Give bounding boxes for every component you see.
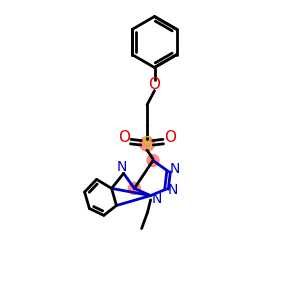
Text: O: O xyxy=(148,77,160,92)
Text: O: O xyxy=(118,130,130,146)
Text: N: N xyxy=(170,162,180,176)
Text: O: O xyxy=(164,130,176,146)
Circle shape xyxy=(140,137,154,151)
Circle shape xyxy=(128,182,140,194)
Text: S: S xyxy=(142,135,152,153)
Text: N: N xyxy=(168,184,178,197)
Text: N: N xyxy=(117,160,127,174)
Text: N: N xyxy=(152,192,162,206)
Circle shape xyxy=(147,154,159,166)
